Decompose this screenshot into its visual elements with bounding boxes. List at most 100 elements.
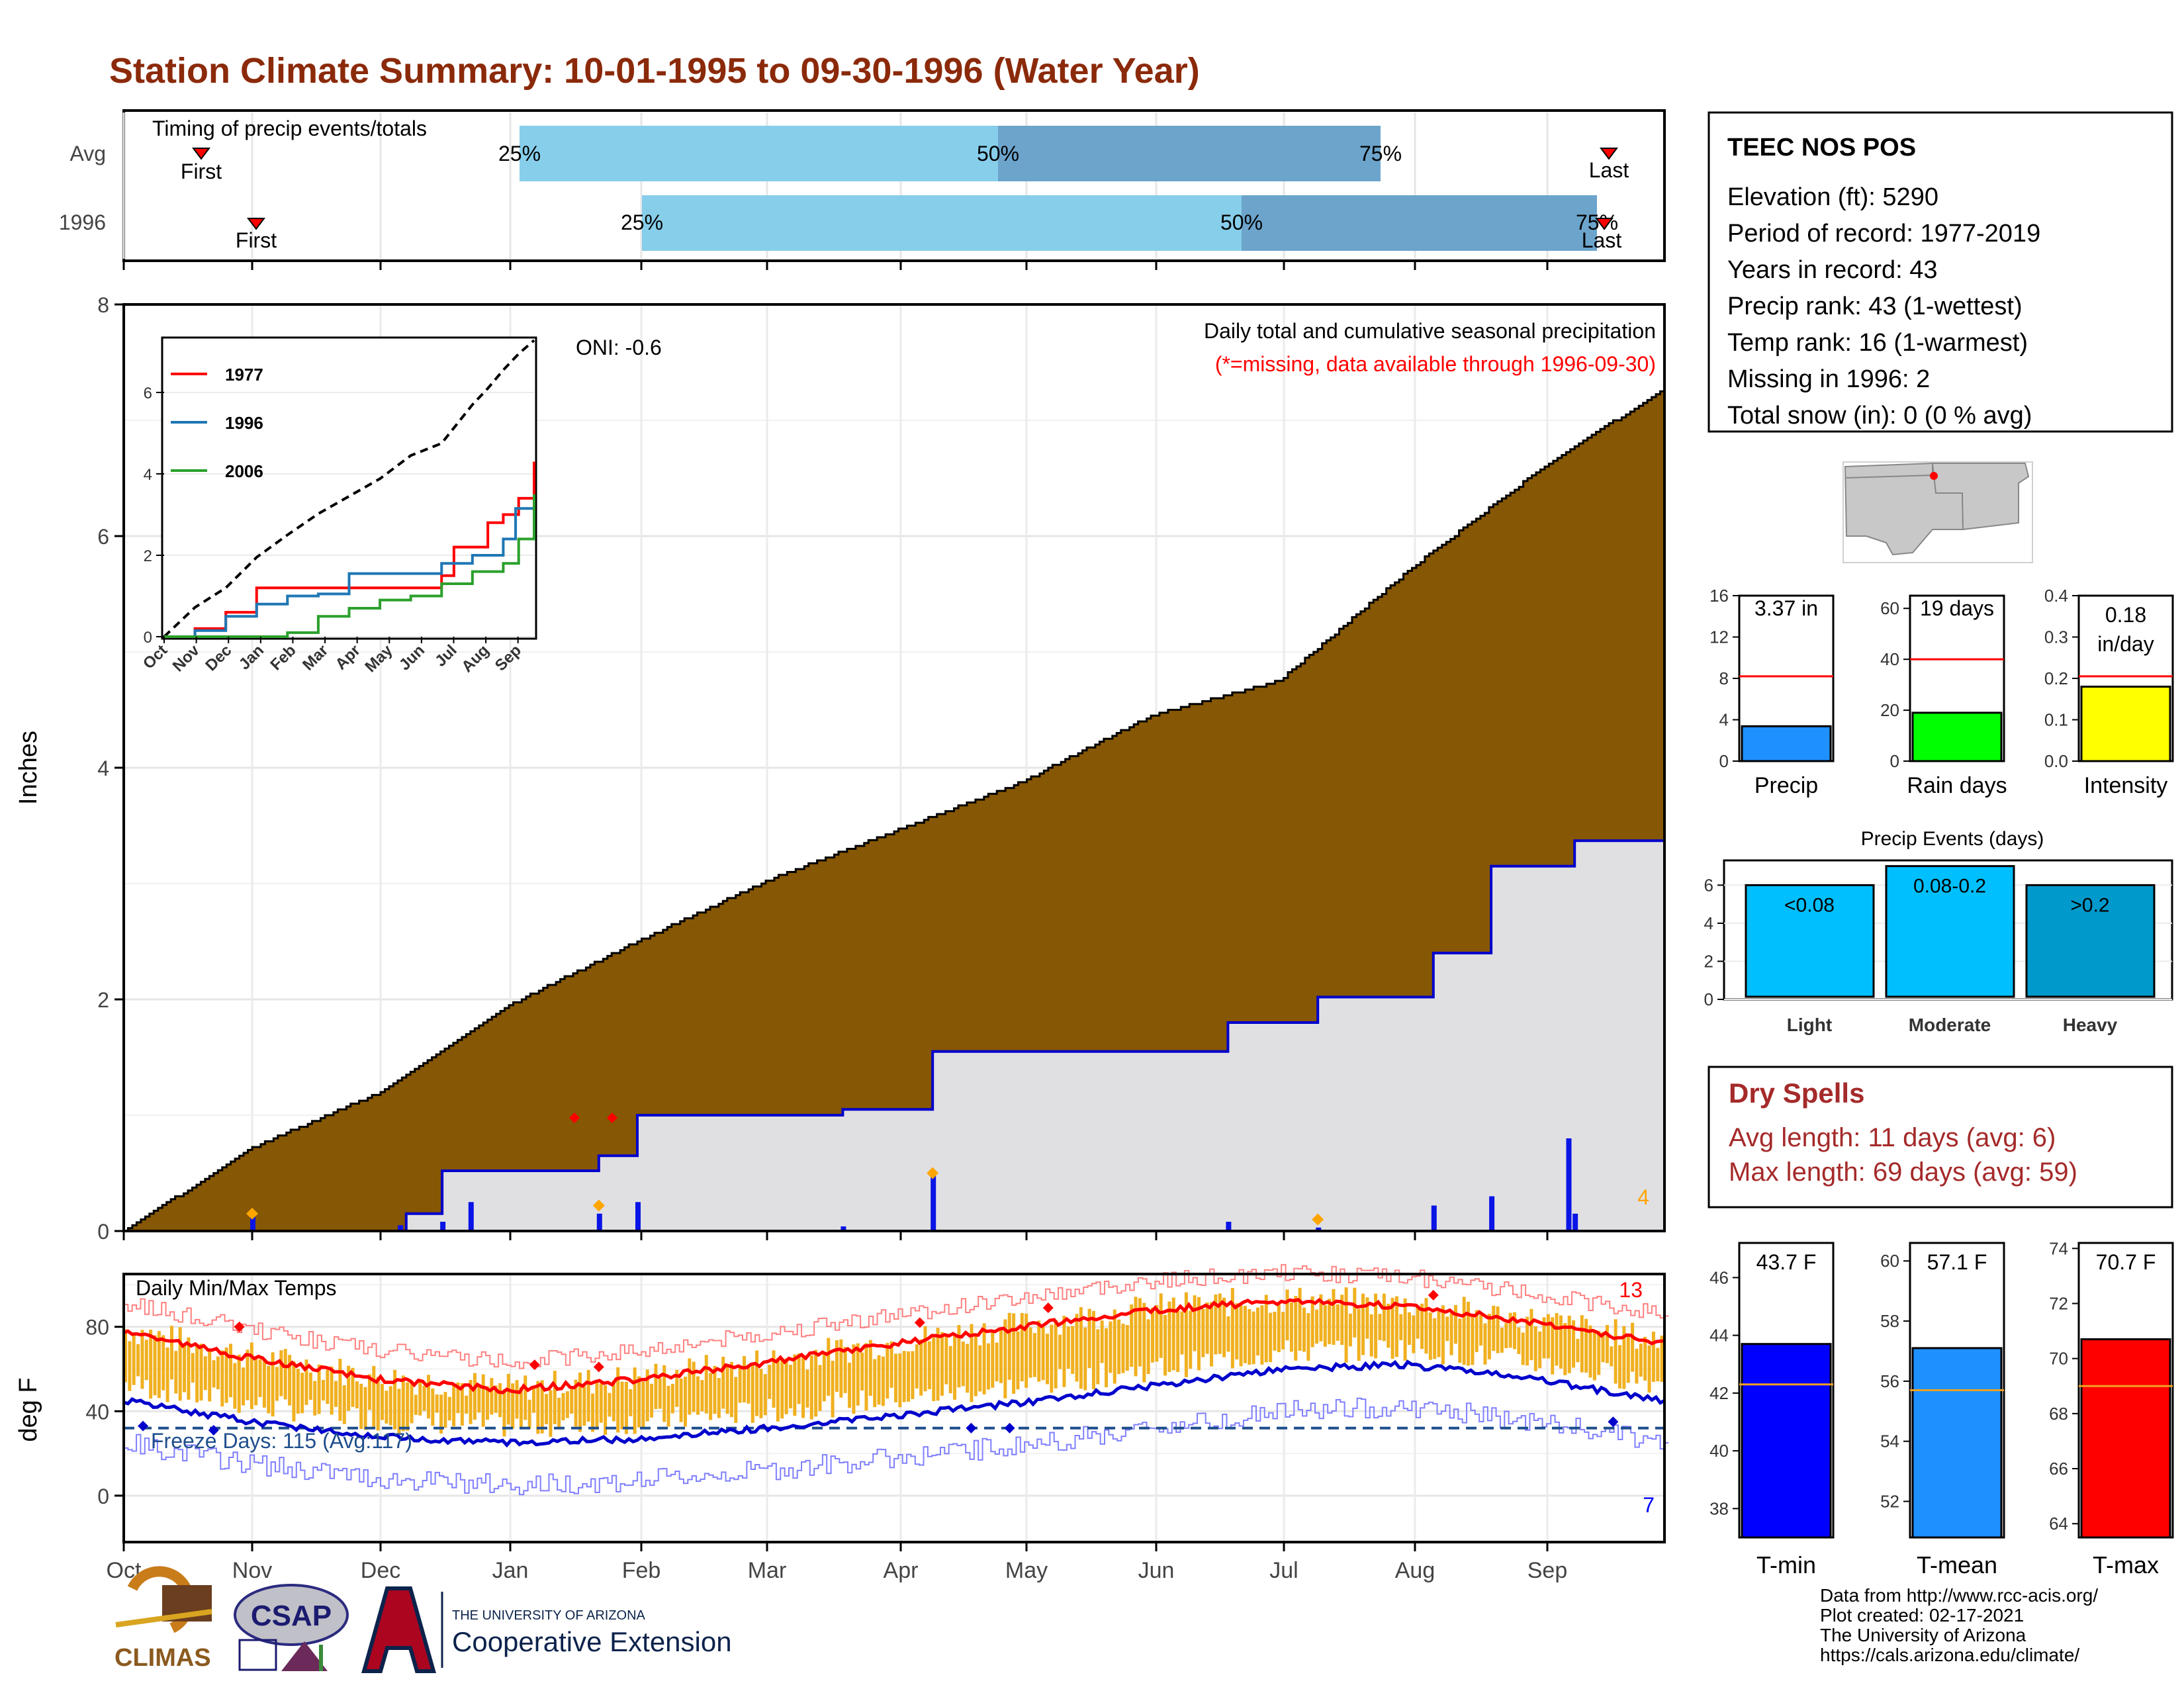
- daily-temp-bar: [743, 1356, 747, 1402]
- daily-temp-bar: [986, 1343, 990, 1390]
- summary-value-unit: in/day: [2097, 632, 2154, 656]
- daily-temp-bar: [1618, 1345, 1622, 1389]
- daily-temp-bar: [1045, 1334, 1049, 1385]
- timing-row-avg-label: Avg: [69, 142, 106, 165]
- daily-temp-bar: [1096, 1329, 1100, 1385]
- month-label: Jan: [492, 1558, 529, 1583]
- daily-temp-bar: [1643, 1336, 1647, 1381]
- daily-temp-bar: [953, 1336, 957, 1400]
- daily-temp-bar: [1201, 1308, 1205, 1357]
- daily-temp-bar: [1012, 1313, 1016, 1394]
- daily-precip-bar: [1431, 1205, 1437, 1231]
- daily-temp-bar: [1592, 1331, 1596, 1381]
- events-category-label: Light: [1787, 1015, 1832, 1035]
- missing-marker-1-icon: [569, 1113, 580, 1123]
- daily-temp-bar: [772, 1350, 776, 1408]
- daily-temp-bar: [776, 1357, 780, 1422]
- events-bar-label: >0.2: [2070, 894, 2109, 916]
- daily-temp-bar: [940, 1332, 944, 1396]
- temp-title: Daily Min/Max Temps: [136, 1276, 336, 1300]
- page-title: Station Climate Summary: 10-01-1995 to 0…: [109, 51, 1200, 91]
- daily-temp-bar: [599, 1383, 603, 1423]
- daily-temp-bar: [1601, 1332, 1605, 1363]
- daily-temp-bar: [1433, 1318, 1437, 1359]
- daily-temp-bar: [317, 1364, 321, 1414]
- daily-temp-bar: [1100, 1320, 1104, 1363]
- daily-temp-bar: [1113, 1309, 1116, 1384]
- daily-temp-bar: [258, 1359, 262, 1397]
- daily-temp-bar: [486, 1386, 490, 1420]
- daily-temp-bar: [1230, 1288, 1234, 1369]
- daily-temp-bar: [481, 1374, 485, 1427]
- daily-temp-bar: [292, 1361, 296, 1422]
- daily-temp-bar: [296, 1369, 300, 1414]
- daily-temp-bar: [827, 1338, 831, 1396]
- daily-temp-bar: [978, 1345, 982, 1392]
- daily-temp-bar: [1639, 1344, 1643, 1377]
- avg-p50-label: 50%: [977, 142, 1019, 165]
- daily-temp-bar: [1626, 1336, 1630, 1383]
- daily-temp-bar: [1588, 1325, 1592, 1378]
- ua-small-text: THE UNIVERSITY OF ARIZONA: [452, 1608, 646, 1623]
- daily-precip-bar: [1566, 1138, 1572, 1231]
- daily-temp-bar: [1298, 1287, 1302, 1351]
- temp-summary-bar: [2080, 1338, 2171, 1539]
- daily-temp-bar: [1508, 1312, 1512, 1348]
- daily-temp-bar: [809, 1355, 813, 1420]
- daily-temp-bar: [1462, 1297, 1466, 1365]
- oni-label: ONI: -0.6: [576, 336, 662, 359]
- daily-temp-bar: [262, 1359, 266, 1408]
- legend-1996-label: 1996: [225, 413, 263, 433]
- daily-temp-bar: [1467, 1301, 1471, 1366]
- daily-temp-bar: [1109, 1321, 1113, 1373]
- daily-temp-bar: [848, 1362, 852, 1408]
- daily-temp-bar: [898, 1353, 902, 1408]
- temp-summary-value: 70.7 F: [2096, 1250, 2156, 1274]
- daily-temp-bar: [359, 1383, 363, 1430]
- daily-temp-bar: [300, 1373, 304, 1414]
- record-high-marker-icon: [1428, 1289, 1439, 1301]
- precip-event-marker-icon: [927, 1167, 939, 1179]
- daily-temp-bar: [1348, 1313, 1352, 1347]
- daily-temp-bar: [717, 1378, 721, 1418]
- daily-temp-bar: [460, 1383, 464, 1426]
- climas-line-icon: [115, 1609, 212, 1627]
- daily-temp-bar: [237, 1354, 241, 1413]
- hot-count: 13: [1619, 1278, 1643, 1302]
- daily-temp-bar: [919, 1339, 923, 1396]
- temp-y-label: deg F: [15, 1377, 42, 1441]
- daily-temp-bar: [1610, 1346, 1614, 1367]
- month-label: Mar: [748, 1558, 787, 1583]
- daily-temp-bar: [536, 1381, 540, 1434]
- daily-temp-bar: [591, 1393, 595, 1432]
- record-high-marker-icon: [1042, 1303, 1054, 1314]
- daily-precip-bar: [841, 1226, 846, 1231]
- daily-temp-bar: [308, 1372, 312, 1400]
- daily-temp-bar: [224, 1347, 228, 1403]
- daily-precip-bar: [468, 1202, 474, 1231]
- daily-temp-bar: [604, 1385, 608, 1435]
- daily-temp-bar: [658, 1378, 662, 1409]
- daily-temp-bar: [751, 1364, 754, 1423]
- daily-temp-bar: [688, 1358, 692, 1415]
- temp-frame: [122, 1273, 1666, 1543]
- daily-temp-bar: [393, 1369, 397, 1430]
- daily-temp-bar: [1361, 1293, 1365, 1355]
- daily-temp-bar: [923, 1326, 927, 1392]
- daily-temp-bar: [1142, 1303, 1146, 1383]
- daily-temp-bar: [342, 1385, 346, 1424]
- summary-y-tick-label: 0.2: [2044, 668, 2068, 688]
- ua-big-text: Cooperative Extension: [452, 1626, 732, 1657]
- daily-temp-bar: [418, 1382, 422, 1416]
- daily-temp-bar: [220, 1350, 224, 1406]
- daily-temp-bar: [1483, 1323, 1487, 1365]
- daily-temp-bar: [645, 1369, 649, 1422]
- daily-temp-bar: [1328, 1299, 1332, 1344]
- daily-temp-bar: [1453, 1304, 1457, 1344]
- daily-temp-bar: [1269, 1312, 1273, 1363]
- temp-y-tick-label: 0: [97, 1485, 109, 1508]
- daily-temp-bar: [805, 1369, 809, 1408]
- daily-temp-bar: [1492, 1305, 1496, 1351]
- month-label: May: [1005, 1558, 1048, 1583]
- events-category-label: Moderate: [1909, 1015, 1991, 1035]
